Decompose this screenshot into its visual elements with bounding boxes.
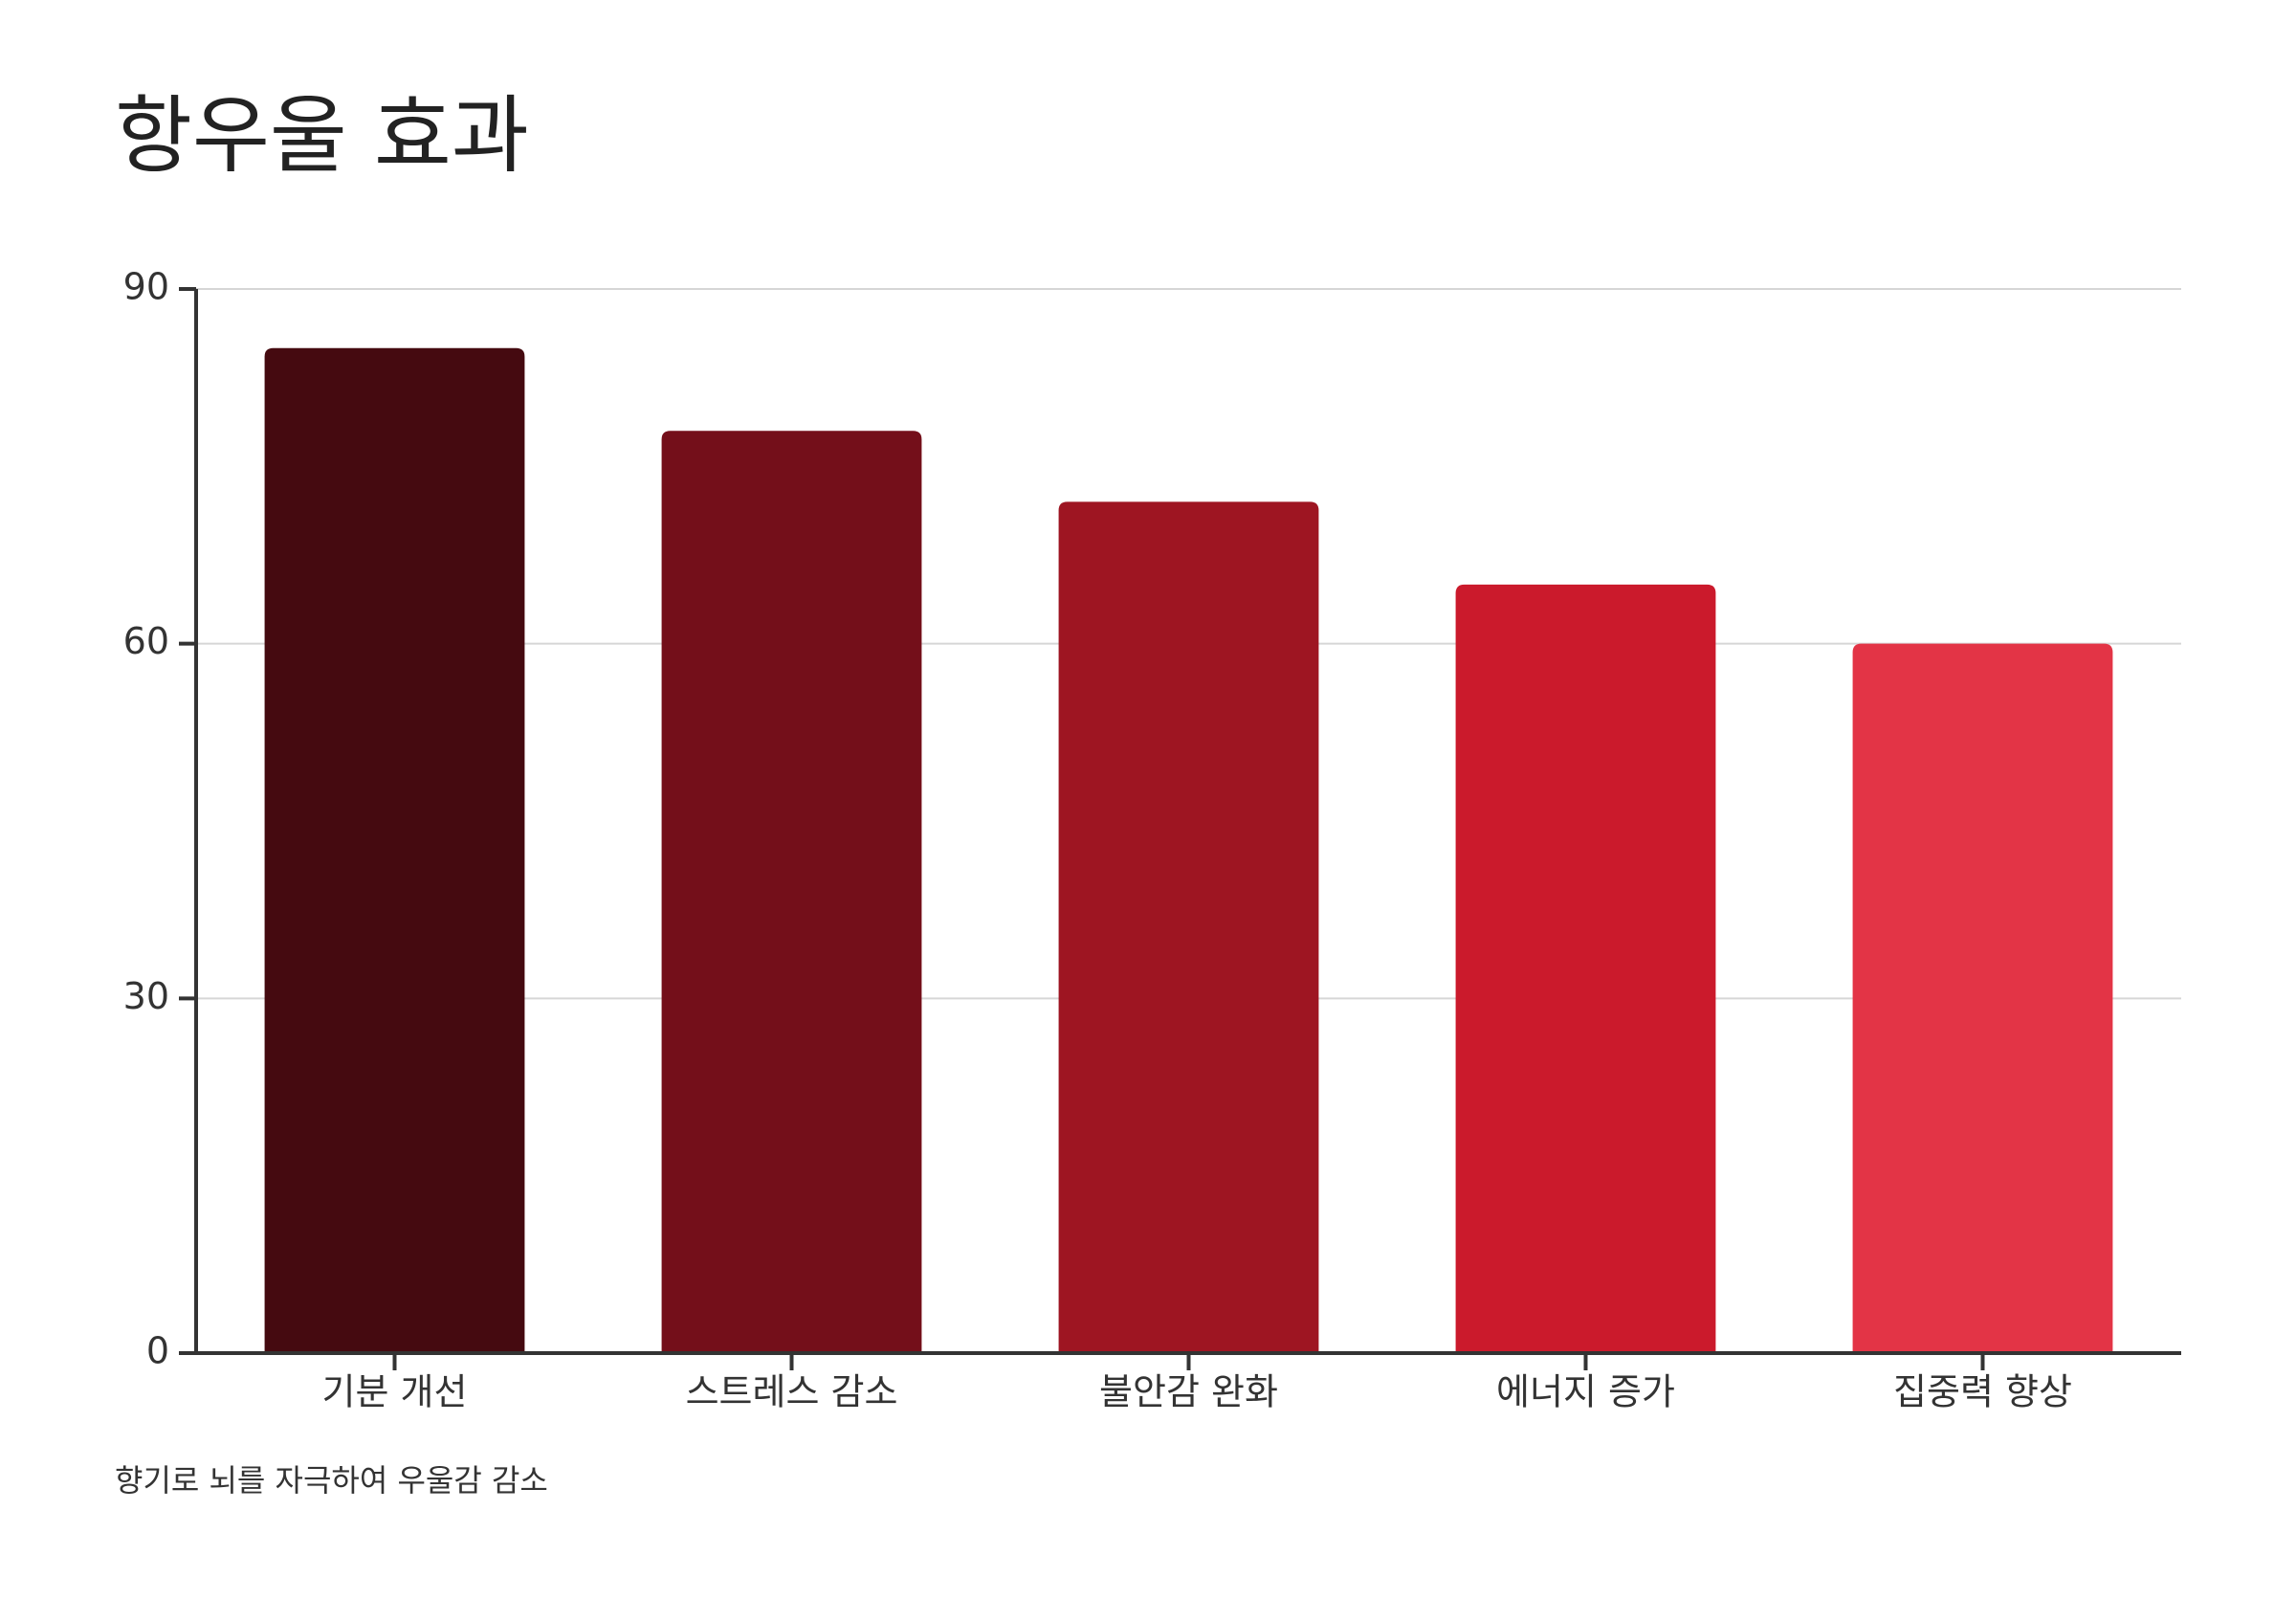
- x-tick-label: 불안감 완화: [1099, 1371, 1278, 1413]
- y-tick-label: 90: [123, 266, 169, 308]
- x-tick-label: 에너지 증가: [1496, 1371, 1675, 1413]
- x-tick-label: 기분 개선: [322, 1371, 468, 1413]
- bar: [1455, 584, 1716, 1353]
- y-tick-label: 30: [123, 975, 169, 1017]
- chart-note: 향기로 뇌를 자극하여 우울감 감소: [115, 1462, 548, 1499]
- chart-title: 항우울 효과: [115, 86, 529, 185]
- bar: [661, 431, 922, 1353]
- y-tick-label: 60: [123, 620, 169, 662]
- y-tick-label: 0: [146, 1330, 169, 1372]
- bar: [1058, 501, 1319, 1353]
- x-tick-label: 스트레스 감소: [686, 1371, 898, 1413]
- bar: [1852, 643, 2113, 1353]
- bar: [264, 347, 525, 1353]
- x-tick-label: 집중력 향상: [1893, 1371, 2072, 1413]
